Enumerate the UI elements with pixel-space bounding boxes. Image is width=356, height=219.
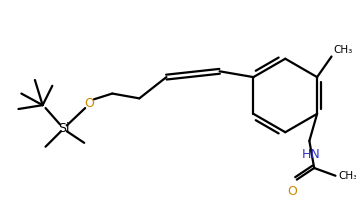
Text: O: O — [84, 97, 94, 110]
Text: O: O — [287, 185, 297, 198]
Text: Si: Si — [58, 122, 70, 135]
Text: CH₃: CH₃ — [334, 45, 353, 55]
Text: CH₃: CH₃ — [339, 171, 356, 181]
Text: HN: HN — [302, 148, 321, 161]
